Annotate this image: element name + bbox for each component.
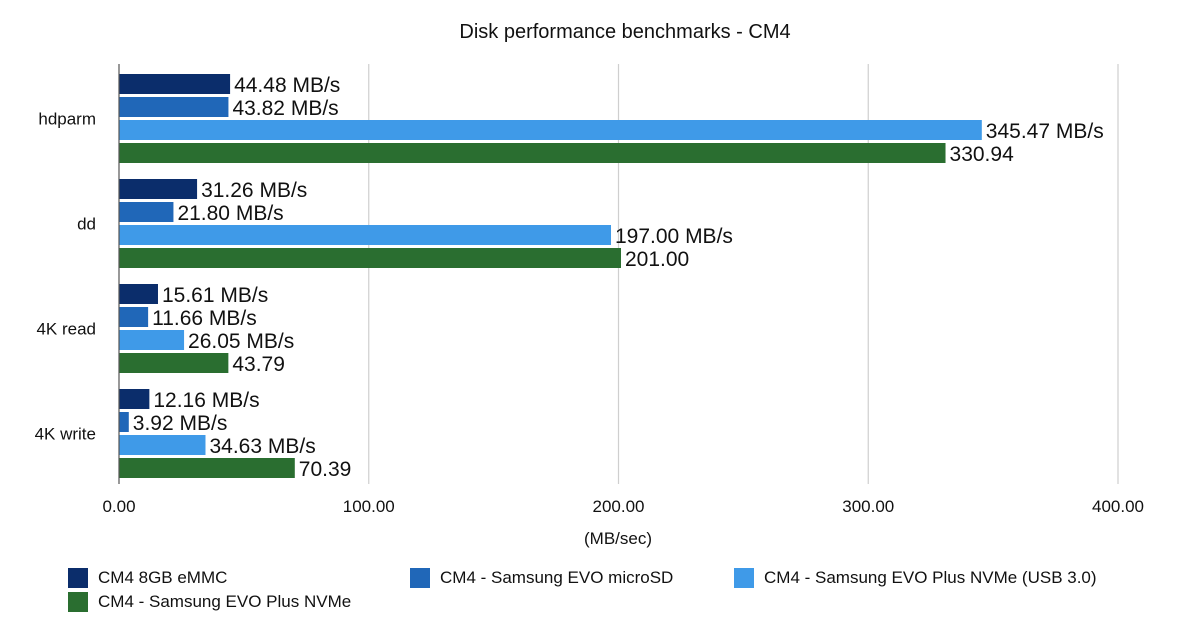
data-label: 44.48 MB/s bbox=[234, 74, 340, 97]
legend-swatch bbox=[68, 592, 88, 612]
data-label: 12.16 MB/s bbox=[153, 389, 259, 412]
bar bbox=[119, 143, 946, 163]
legend-item: CM4 8GB eMMC bbox=[68, 568, 227, 588]
data-label: 345.47 MB/s bbox=[986, 120, 1104, 143]
bar bbox=[119, 435, 206, 455]
x-axis-title: (MB/sec) bbox=[584, 529, 652, 548]
x-tick-label: 100.00 bbox=[343, 497, 395, 516]
legend-label: CM4 - Samsung EVO microSD bbox=[440, 568, 674, 587]
data-label: 330.94 bbox=[950, 143, 1015, 166]
data-label: 3.92 MB/s bbox=[133, 412, 228, 435]
data-label: 26.05 MB/s bbox=[188, 330, 294, 353]
legend-item: CM4 - Samsung EVO microSD bbox=[410, 568, 673, 588]
data-label: 197.00 MB/s bbox=[615, 225, 733, 248]
legend-swatch bbox=[410, 568, 430, 588]
bar bbox=[119, 202, 174, 222]
data-label: 70.39 bbox=[299, 458, 352, 481]
bar bbox=[119, 330, 185, 350]
legend-item: CM4 - Samsung EVO Plus NVMe (USB 3.0) bbox=[734, 568, 1097, 588]
x-tick-label: 200.00 bbox=[593, 497, 645, 516]
data-label: 21.80 MB/s bbox=[177, 202, 283, 225]
legend-swatch bbox=[68, 568, 88, 588]
y-category-label: 4K read bbox=[36, 320, 96, 339]
bar bbox=[119, 353, 229, 373]
y-category-label: 4K write bbox=[35, 425, 96, 444]
bar bbox=[119, 120, 982, 140]
bar bbox=[119, 307, 149, 327]
y-category-label: dd bbox=[77, 215, 96, 234]
y-category-label: hdparm bbox=[38, 110, 96, 129]
x-tick-label: 400.00 bbox=[1092, 497, 1144, 516]
data-label: 31.26 MB/s bbox=[201, 179, 307, 202]
data-label: 11.66 MB/s bbox=[152, 307, 257, 330]
axes: 0.00 100.00 200.00 300.00 400.00 hdparm dd 4K r… bbox=[35, 64, 1144, 516]
bar bbox=[119, 458, 295, 478]
bar bbox=[119, 284, 158, 304]
bar bbox=[119, 412, 129, 432]
legend-label: CM4 - Samsung EVO Plus NVMe bbox=[98, 592, 352, 611]
legend-swatch bbox=[734, 568, 754, 588]
legend-label: CM4 8GB eMMC bbox=[98, 568, 228, 587]
bar bbox=[119, 179, 198, 199]
data-label: 34.63 MB/s bbox=[209, 435, 315, 458]
x-tick-label: 300.00 bbox=[842, 497, 894, 516]
x-tick-label: 0.00 bbox=[102, 497, 135, 516]
bar bbox=[119, 97, 229, 117]
bar bbox=[119, 225, 612, 245]
data-label: 15.61 MB/s bbox=[162, 284, 268, 307]
bar bbox=[119, 248, 621, 268]
data-label: 201.00 bbox=[625, 248, 689, 271]
data-label: 43.82 MB/s bbox=[232, 97, 338, 120]
bar bbox=[119, 389, 150, 409]
data-label: 43.79 bbox=[232, 353, 285, 376]
bar bbox=[119, 74, 231, 94]
chart-title: Disk performance benchmarks - CM4 bbox=[459, 21, 790, 43]
legend-label: CM4 - Samsung EVO Plus NVMe (USB 3.0) bbox=[764, 568, 1097, 587]
legend-item: CM4 - Samsung EVO Plus NVMe bbox=[68, 592, 351, 612]
